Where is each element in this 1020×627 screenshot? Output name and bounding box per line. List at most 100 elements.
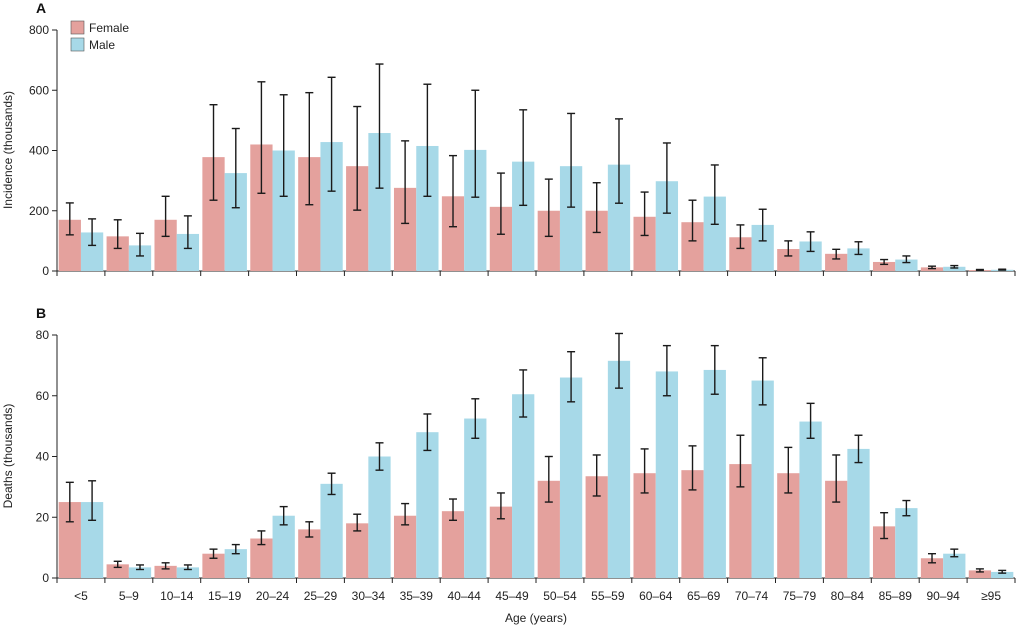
error-bar-male: [567, 112, 576, 208]
bar-female: [489, 206, 513, 271]
error-bar-female: [401, 502, 410, 526]
bar-male: [895, 259, 918, 271]
error-bar-female: [832, 248, 841, 260]
error-bar-male: [902, 255, 911, 264]
error-bar-male: [327, 76, 336, 192]
error-bar-male: [854, 241, 863, 256]
y-axis-label: Deaths (thousands): [1, 404, 15, 509]
bar-male: [943, 553, 966, 578]
error-bar-male: [375, 442, 384, 471]
bar-female: [58, 219, 81, 271]
y-tick-label: 600: [29, 83, 49, 97]
bar-male: [559, 166, 583, 271]
error-bar-female: [113, 219, 122, 250]
x-tick-label: 15–19: [208, 589, 242, 603]
x-tick-label: 5–9: [119, 589, 139, 603]
x-tick-label: 20–24: [256, 589, 290, 603]
error-bar-male: [183, 215, 192, 250]
error-bar-male: [135, 564, 144, 571]
bar-male: [847, 248, 870, 271]
error-bar-female: [65, 481, 74, 523]
bar-female: [202, 553, 225, 578]
bar-male: [176, 233, 200, 271]
bar-female: [250, 538, 273, 578]
error-bar-female: [65, 202, 74, 236]
error-bar-male: [710, 164, 719, 226]
bar-male: [703, 369, 726, 578]
error-bar-female: [161, 562, 170, 570]
bar-male: [464, 149, 487, 271]
error-bar-male: [950, 548, 959, 558]
x-tick-label: 60–64: [639, 589, 673, 603]
bar-male: [272, 515, 295, 578]
error-bar-female: [209, 104, 218, 201]
bar-male: [607, 360, 631, 578]
error-bar-male: [614, 332, 623, 389]
error-bar-male: [806, 231, 815, 253]
bar-female: [729, 464, 752, 578]
error-bar-male: [998, 569, 1007, 574]
error-bar-male: [662, 142, 671, 214]
error-bar-female: [975, 568, 984, 573]
error-bar-male: [327, 472, 336, 496]
error-bar-male: [710, 344, 719, 395]
error-bar-female: [496, 492, 505, 520]
bar-female: [298, 529, 321, 578]
bar-female: [393, 515, 417, 578]
error-bar-male: [806, 402, 815, 439]
bar-female: [250, 144, 273, 271]
error-bar-female: [544, 455, 553, 503]
x-tick-label: <5: [74, 589, 88, 603]
bar-male: [128, 245, 152, 271]
bar-male: [895, 508, 918, 578]
y-tick-label: 400: [29, 144, 49, 158]
bar-female: [633, 216, 656, 271]
error-bar-female: [784, 446, 793, 494]
bar-female: [58, 502, 81, 578]
error-bar-female: [113, 560, 122, 569]
x-tick-label: 85–89: [879, 589, 913, 603]
error-bar-female: [975, 268, 984, 272]
error-bar-male: [998, 268, 1007, 271]
error-bar-female: [305, 521, 314, 538]
bar-female: [825, 253, 848, 271]
error-bar-female: [688, 445, 697, 491]
error-bar-male: [279, 505, 288, 526]
x-tick-label: 65–69: [687, 589, 721, 603]
error-bar-male: [519, 109, 528, 207]
error-bar-male: [279, 94, 288, 197]
x-tick-label: ≥95: [981, 589, 1001, 603]
error-bar-female: [161, 195, 170, 238]
error-bar-female: [401, 140, 410, 225]
error-bar-female: [832, 454, 841, 503]
bar-male: [799, 421, 822, 578]
error-bar-male: [231, 543, 240, 555]
bar-male: [80, 232, 104, 271]
bar-female: [393, 187, 417, 271]
legend-swatch-male: [70, 37, 85, 52]
error-bar-female: [736, 224, 745, 250]
error-bar-female: [257, 81, 266, 194]
bar-female: [633, 473, 656, 578]
bar-female: [872, 526, 896, 578]
error-bar-male: [758, 208, 767, 242]
bar-male: [847, 448, 870, 578]
y-tick-label: 0: [42, 571, 49, 585]
bar-male: [416, 432, 439, 578]
bar-male: [320, 483, 343, 578]
y-axis-label: Incidence (thousands): [1, 91, 15, 209]
error-bar-female: [784, 240, 793, 257]
error-bar-female: [257, 530, 266, 546]
error-bar-female: [209, 548, 218, 559]
bar-female: [346, 523, 369, 578]
bar-female: [537, 210, 560, 271]
error-bar-female: [305, 91, 314, 206]
error-bar-female: [928, 553, 937, 564]
error-bar-male: [231, 127, 240, 209]
error-bar-male: [854, 434, 863, 464]
error-bar-female: [736, 434, 745, 488]
bar-male: [176, 567, 200, 578]
x-tick-label: 75–79: [783, 589, 817, 603]
bar-male: [272, 150, 295, 271]
